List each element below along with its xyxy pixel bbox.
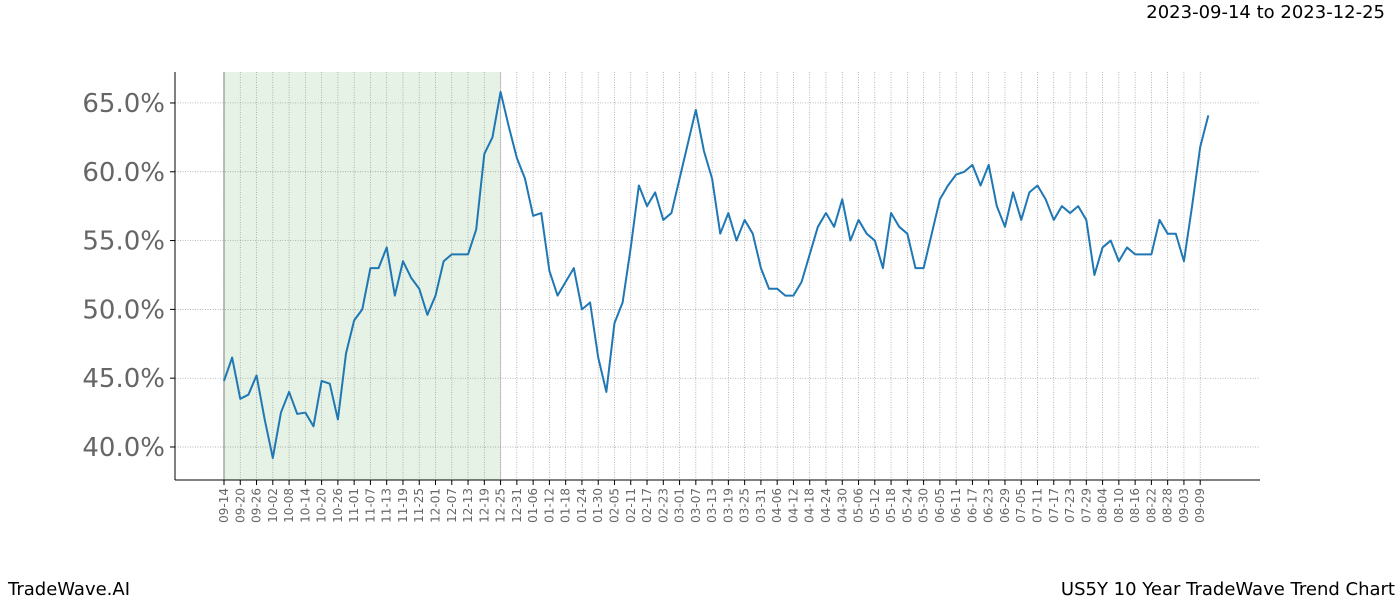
x-tick-label: 09-03: [1177, 488, 1191, 523]
x-tick-label: 04-24: [819, 488, 833, 523]
y-tick-label: 45.0%: [82, 364, 165, 394]
x-tick-label: 08-22: [1144, 488, 1158, 523]
y-tick-label: 55.0%: [82, 227, 165, 257]
x-tick-label: 11-01: [347, 488, 361, 523]
x-tick-label: 05-06: [852, 488, 866, 523]
x-tick-label: 06-23: [982, 488, 996, 523]
x-tick-label: 09-20: [233, 488, 247, 523]
x-tick-label: 03-25: [738, 488, 752, 523]
x-tick-label: 03-13: [705, 488, 719, 523]
x-tick-label: 02-17: [640, 488, 654, 523]
x-tick-label: 04-18: [803, 488, 817, 523]
x-tick-label: 11-25: [412, 488, 426, 523]
x-tick-label: 12-01: [429, 488, 443, 523]
x-tick-label: 01-30: [591, 488, 605, 523]
x-tick-label: 02-05: [607, 488, 621, 523]
x-tick-label: 01-24: [575, 488, 589, 523]
x-tick-label: 09-26: [250, 488, 264, 523]
x-tick-label: 10-20: [315, 488, 329, 523]
x-tick-label: 10-14: [298, 488, 312, 523]
x-tick-label: 03-01: [673, 488, 687, 523]
x-tick-label: 07-11: [1031, 488, 1045, 523]
footer-left: TradeWave.AI: [7, 579, 130, 600]
chart-title: 2023-09-14 to 2023-12-25: [1146, 2, 1385, 23]
footer-right: US5Y 10 Year TradeWave Trend Chart: [1061, 579, 1395, 600]
x-tick-label: 03-31: [754, 488, 768, 523]
x-tick-label: 11-07: [363, 488, 377, 523]
x-tick-label: 03-19: [721, 488, 735, 523]
x-tick-label: 04-12: [786, 488, 800, 523]
x-tick-label: 12-19: [477, 488, 491, 523]
x-tick-label: 05-18: [884, 488, 898, 523]
x-tick-label: 05-12: [868, 488, 882, 523]
data-line: [223, 90, 1210, 459]
x-tick-label: 11-13: [380, 488, 394, 523]
x-tick-label: 02-11: [624, 488, 638, 523]
x-tick-label: 06-29: [998, 488, 1012, 523]
x-tick-label: 08-28: [1161, 488, 1175, 523]
x-tick-label: 08-04: [1096, 488, 1110, 523]
x-tick-label: 08-16: [1128, 488, 1142, 523]
x-tick-label: 12-07: [445, 488, 459, 523]
x-tick-label: 05-24: [900, 488, 914, 523]
x-tick-label: 09-14: [217, 488, 231, 523]
x-tick-label: 07-29: [1079, 488, 1093, 523]
x-tick-label: 10-02: [266, 488, 280, 523]
x-tick-label: 01-18: [559, 488, 573, 523]
x-tick-label: 06-05: [933, 488, 947, 523]
y-tick-label: 50.0%: [82, 295, 165, 325]
y-tick-label: 60.0%: [82, 158, 165, 188]
x-tick-label: 05-30: [917, 488, 931, 523]
y-tick-label: 65.0%: [82, 89, 165, 119]
x-tick-label: 06-11: [949, 488, 963, 523]
x-tick-label: 03-07: [689, 488, 703, 523]
x-tick-label: 12-31: [510, 488, 524, 523]
x-tick-label: 08-10: [1112, 488, 1126, 523]
x-tick-label: 09-09: [1193, 488, 1207, 523]
x-tick-label: 02-23: [656, 488, 670, 523]
x-tick-label: 10-08: [282, 488, 296, 523]
x-tick-label: 01-06: [526, 488, 540, 523]
x-tick-label: 07-17: [1047, 488, 1061, 523]
y-tick-label: 40.0%: [82, 433, 165, 463]
x-tick-label: 04-30: [835, 488, 849, 523]
x-tick-label: 06-17: [965, 488, 979, 523]
x-tick-label: 12-25: [494, 488, 508, 523]
x-tick-label: 10-26: [331, 488, 345, 523]
x-tick-label: 07-23: [1063, 488, 1077, 523]
x-tick-label: 07-05: [1014, 488, 1028, 523]
x-tick-label: 11-19: [396, 488, 410, 523]
x-tick-label: 01-12: [542, 488, 556, 523]
x-tick-label: 12-13: [461, 488, 475, 523]
highlight-range: [224, 72, 501, 480]
x-tick-label: 04-06: [770, 488, 784, 523]
